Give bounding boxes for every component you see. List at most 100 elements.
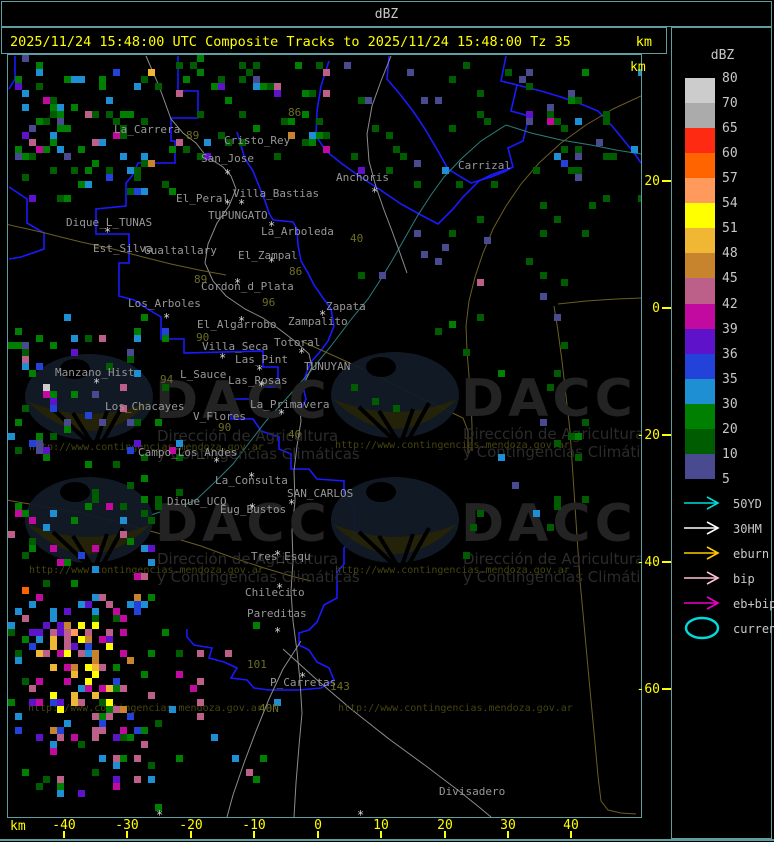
radar-cell xyxy=(99,335,106,342)
radar-cell xyxy=(148,776,155,783)
radar-cell xyxy=(197,678,204,685)
radar-cell xyxy=(561,125,568,132)
gray-map-line xyxy=(145,55,237,264)
radar-cell xyxy=(113,776,120,783)
radar-cell xyxy=(288,118,295,125)
gray-map-line xyxy=(282,648,492,817)
bottom-border xyxy=(0,839,774,841)
radar-cell xyxy=(134,370,141,377)
radar-cell xyxy=(43,447,50,454)
radar-cell xyxy=(141,510,148,517)
radar-cell xyxy=(498,454,505,461)
town-marker-asterisk: * xyxy=(299,670,307,684)
radar-cell xyxy=(106,363,113,370)
radar-cell xyxy=(120,503,127,510)
radar-cell xyxy=(533,510,540,517)
radar-cell xyxy=(36,62,43,69)
radar-cell xyxy=(134,608,141,615)
radar-cell xyxy=(302,90,309,97)
page-title: dBZ xyxy=(374,6,399,22)
radar-cell xyxy=(547,104,554,111)
right-axis-tick xyxy=(662,180,671,182)
radar-cell xyxy=(127,188,134,195)
radar-cell xyxy=(92,692,99,699)
radar-cell xyxy=(344,62,351,69)
scale-boundary-label: 10 xyxy=(722,446,738,462)
bottom-axis-tick-label: -30 xyxy=(115,818,139,833)
radar-cell xyxy=(22,356,29,363)
radar-cell xyxy=(568,97,575,104)
radar-cell xyxy=(22,104,29,111)
radar-cell xyxy=(106,601,113,608)
radar-cell xyxy=(512,482,519,489)
radar-cell xyxy=(15,328,22,335)
radar-cell xyxy=(148,594,155,601)
radar-cell xyxy=(22,363,29,370)
radar-cell xyxy=(561,342,568,349)
radar-cell xyxy=(540,419,547,426)
radar-cell xyxy=(141,601,148,608)
radar-cell xyxy=(22,174,29,181)
radar-cell xyxy=(113,706,120,713)
radar-cell xyxy=(113,615,120,622)
gray-map-line xyxy=(366,55,408,274)
radar-cell xyxy=(15,153,22,160)
radar-cell xyxy=(239,139,246,146)
radar-cell xyxy=(540,230,547,237)
radar-cell xyxy=(78,601,85,608)
town-label: TUNUYAN xyxy=(304,360,351,373)
radar-cell xyxy=(15,342,22,349)
radar-cell xyxy=(57,734,64,741)
radar-cell xyxy=(274,83,281,90)
radar-cell xyxy=(148,559,155,566)
radar-cell xyxy=(85,601,92,608)
radar-cell xyxy=(57,146,64,153)
radar-cell xyxy=(253,83,260,90)
top-titlebar: dBZ xyxy=(1,1,772,27)
bottom-axis-tick xyxy=(63,831,65,838)
radar-cell xyxy=(106,174,113,181)
radar-cell xyxy=(85,181,92,188)
radar-cell xyxy=(50,636,57,643)
route-number-label: 40 xyxy=(350,232,364,245)
town-marker-asterisk: * xyxy=(274,625,282,639)
radar-cell xyxy=(99,594,106,601)
radar-cell xyxy=(414,230,421,237)
radar-cell xyxy=(127,601,134,608)
radar-cell xyxy=(400,153,407,160)
radar-cell xyxy=(477,111,484,118)
bottom-axis-tick xyxy=(570,831,572,838)
right-axis-tick xyxy=(662,434,671,436)
radar-cell xyxy=(197,55,204,62)
radar-cell xyxy=(218,83,225,90)
radar-cell xyxy=(50,615,57,622)
radar-cell xyxy=(22,55,29,62)
dacc-eagle-logo xyxy=(331,477,459,568)
radar-cell xyxy=(29,517,36,524)
town-marker-asterisk: * xyxy=(156,808,164,818)
radar-cell xyxy=(113,685,120,692)
radar-cell xyxy=(239,111,246,118)
radar-cell xyxy=(106,111,113,118)
radar-cell xyxy=(561,146,568,153)
radar-cell xyxy=(211,734,218,741)
radar-cell xyxy=(99,713,106,720)
town-marker-asterisk: * xyxy=(93,376,101,390)
radar-cell xyxy=(71,734,78,741)
town-label: Totoral xyxy=(274,336,321,349)
radar-cell xyxy=(148,650,155,657)
radar-cell xyxy=(197,69,204,76)
radar-cell xyxy=(57,706,64,713)
radar-cell xyxy=(309,132,316,139)
radar-cell xyxy=(463,62,470,69)
radar-cell xyxy=(127,167,134,174)
radar-cell xyxy=(176,454,183,461)
town-label: Manzano_Hist xyxy=(55,366,135,379)
radar-cell xyxy=(148,762,155,769)
radar-cell xyxy=(225,97,232,104)
town-marker-asterisk: * xyxy=(274,548,282,562)
radar-cell xyxy=(22,615,29,622)
radar-cell xyxy=(99,699,106,706)
radar-cell xyxy=(386,132,393,139)
radar-cell xyxy=(64,636,71,643)
